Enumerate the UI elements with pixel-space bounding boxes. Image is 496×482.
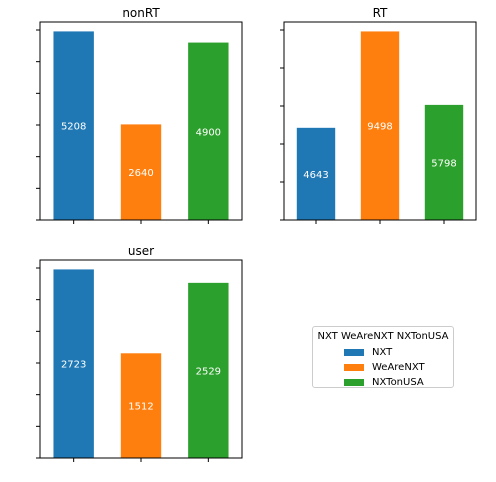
bar-wearenxt (120, 353, 162, 458)
bar-wearenxt (360, 31, 400, 220)
bar-value-label: 4900 (196, 127, 221, 138)
bar-value-label: 4643 (303, 170, 328, 181)
bar-value-label: 2529 (196, 366, 221, 377)
axes-frame (39, 21, 243, 221)
legend-item-wearenxt: WeAreNXT (344, 360, 425, 374)
bar-nxtonusa (188, 282, 229, 458)
legend-label-nxtonusa: NXTonUSA (372, 376, 424, 388)
legend-item-nxtonusa: NXTonUSA (344, 375, 424, 389)
bar-nxt (53, 269, 94, 458)
axes-frame (39, 259, 243, 459)
bar-value-label: 5798 (431, 158, 456, 169)
axes-frame (283, 21, 477, 221)
panel-title: nonRT (122, 6, 160, 20)
bar-nxtonusa (424, 104, 464, 220)
legend-item-nxt: NXT (344, 345, 392, 359)
legend-title: NXT WeAreNXT NXTonUSA (317, 331, 449, 342)
legend-label-wearenxt: WeAreNXT (372, 361, 425, 373)
panel-title: user (128, 244, 154, 258)
bar-value-label: 5208 (61, 122, 86, 133)
bar-value-label: 2723 (61, 360, 86, 371)
bar-wearenxt (120, 124, 162, 220)
bar-value-label: 1512 (128, 402, 153, 413)
legend: NXT WeAreNXT NXTonUSA NXT WeAreNXT NXTon… (312, 326, 454, 388)
bar-nxt (53, 31, 94, 220)
legend-swatch-nxt (344, 348, 364, 356)
legend-label-nxt: NXT (372, 346, 393, 358)
bar-nxt (296, 127, 336, 220)
legend-swatch-wearenxt (344, 363, 364, 371)
bar-value-label: 9498 (367, 122, 392, 133)
bar-value-label: 2640 (128, 168, 153, 179)
bar-nxtonusa (188, 42, 229, 221)
legend-swatch-nxtonusa (344, 378, 364, 386)
panel-title: RT (373, 6, 388, 20)
